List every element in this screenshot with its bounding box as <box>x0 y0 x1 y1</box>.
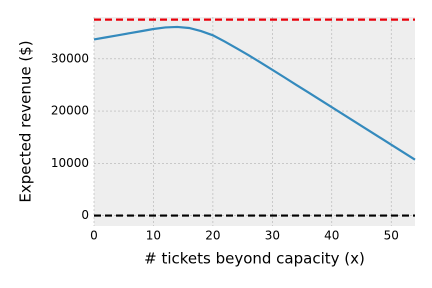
y-tick-label: 30000 <box>51 51 89 65</box>
x-tick-label: 50 <box>384 229 399 243</box>
x-tick-label: 10 <box>146 229 161 243</box>
y-tick-label: 0 <box>81 208 89 222</box>
data-line <box>93 25 416 161</box>
plot-area <box>94 17 415 226</box>
y-axis-label: Expected revenue ($) <box>17 40 35 202</box>
x-tick-label: 40 <box>324 229 339 243</box>
y-tick-label: 10000 <box>51 156 89 170</box>
x-tick-label: 0 <box>90 229 98 243</box>
x-tick-label: 30 <box>265 229 280 243</box>
x-tick-label: 20 <box>205 229 220 243</box>
y-tick-label: 20000 <box>51 104 89 118</box>
x-axis-label: # tickets beyond capacity (x) <box>144 250 365 268</box>
